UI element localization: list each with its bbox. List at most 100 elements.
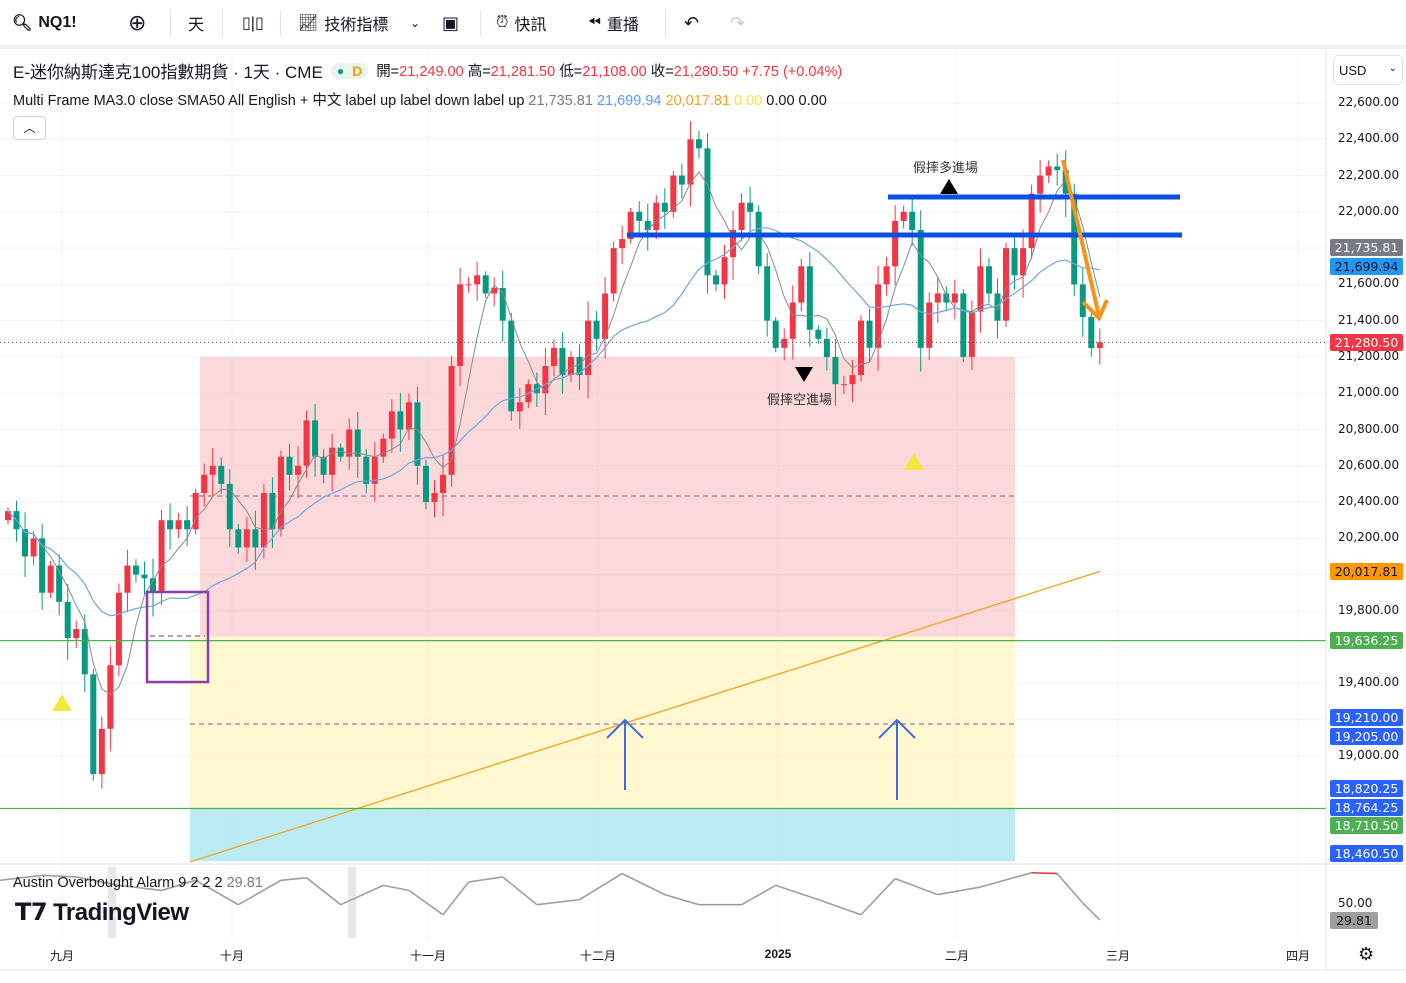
sell-marker-triangle [795, 367, 813, 382]
chart-type-button[interactable]: ▯|▯ [242, 10, 264, 36]
candle-body [755, 211, 762, 267]
candle-body [619, 239, 626, 249]
candle-body [1028, 193, 1035, 249]
candle-body [405, 402, 412, 430]
oscillator-line [42, 874, 77, 878]
candle-body [1003, 248, 1010, 321]
candle-body [209, 465, 216, 475]
currency-select[interactable]: USD ⌄ [1333, 55, 1403, 85]
oscillator-line [775, 884, 819, 901]
indicators-dropdown[interactable]: ⌄ [410, 10, 420, 36]
add-symbol-button[interactable]: ⊕ [128, 10, 146, 36]
candle-body [644, 220, 651, 230]
candle-body [286, 456, 293, 475]
candle-body [661, 202, 668, 212]
indicators-icon: 📈︎ [298, 15, 319, 32]
candle-body [132, 565, 139, 575]
oscillator-badge: 29.81 [1330, 912, 1378, 929]
candle-body [499, 288, 506, 321]
candle-body [346, 429, 353, 457]
candle-body [636, 211, 643, 221]
candle-body [764, 266, 771, 321]
oscillator-line [980, 871, 1032, 888]
time-label: 九月 [49, 949, 75, 963]
oscillator-tick: 50.00 [1338, 896, 1373, 910]
price-tick: 20,200.00 [1338, 530, 1400, 545]
oscillator-line [860, 878, 896, 916]
price-tick: 22,200.00 [1338, 167, 1400, 182]
open-value: 21,249.00 [399, 64, 464, 80]
oscillator-line [664, 893, 700, 906]
symbol-search-button[interactable]: 🔍︎ NQ1! [12, 10, 77, 36]
time-label: 2025 [764, 947, 792, 961]
candle-body [909, 211, 916, 230]
candle-body [388, 411, 395, 439]
settings-gear-icon[interactable]: ⚙︎ [1358, 944, 1375, 964]
candle-body [1045, 166, 1052, 176]
price-tick: 21,000.00 [1338, 385, 1400, 400]
replay-button[interactable]: ⏪︎ 重播 [588, 10, 639, 36]
candle-body [422, 465, 429, 503]
candle-body [363, 456, 370, 484]
undo-button[interactable]: ↶ [684, 10, 699, 36]
candle-body [687, 139, 694, 185]
candle-body [550, 347, 557, 367]
oscillator-line [621, 872, 666, 896]
candle-body [840, 384, 847, 386]
collapse-legend-button[interactable]: ︿ [13, 116, 46, 140]
fake-short-label: 假摔空進場 [767, 392, 833, 407]
time-label: 二月 [944, 949, 970, 963]
candle-body [167, 520, 174, 530]
candle-body [115, 592, 122, 666]
price-badge: 19,205.00 [1330, 728, 1403, 745]
currency-label: USD [1339, 63, 1367, 78]
candle-body [900, 211, 907, 221]
price-tick: 21,600.00 [1338, 276, 1400, 291]
buy-marker-triangle [940, 179, 958, 194]
candle-body [994, 293, 1001, 321]
tradingview-logo[interactable]: 𝗧𝟳 TradingView [15, 898, 189, 927]
candle-body [226, 483, 233, 530]
candle-body [576, 356, 583, 376]
candle-body [218, 465, 225, 484]
buy-signal-triangle [52, 694, 72, 711]
oscillator-line [741, 884, 777, 906]
oscillator-line [76, 876, 120, 887]
time-label: 四月 [1285, 949, 1311, 963]
indicator-name[interactable]: Multi Frame MA3.0 close SMA50 All Englis… [13, 93, 525, 109]
chevron-down-icon: ⌄ [410, 16, 421, 30]
candle-body [789, 302, 796, 339]
candle-body [823, 338, 830, 357]
candle-body [5, 511, 11, 521]
indicators-button[interactable]: 📈︎ 技術指標 [298, 10, 388, 36]
oscillator-line [536, 898, 580, 906]
interval-button[interactable]: 天 [188, 17, 205, 34]
market-status-badge: ● D [330, 62, 369, 79]
oscillator-name: Austin Overbought Alarm 9 2 2 2 [13, 875, 223, 891]
candle-body [277, 456, 284, 530]
fake-long-label: 假摔多進場 [913, 160, 979, 175]
chevron-down-icon: ⌄ [1388, 63, 1397, 74]
candle-body [448, 366, 455, 475]
candle-body [320, 456, 327, 475]
oscillator-bar [348, 866, 356, 938]
redo-button[interactable]: ↷ [730, 10, 745, 36]
price-badge: 18,764.25 [1330, 799, 1403, 816]
candle-body [866, 320, 873, 348]
candle-body [329, 447, 336, 475]
candle-body [312, 420, 319, 457]
alert-button[interactable]: ⏰︎ 快訊 [496, 10, 547, 36]
layout-button[interactable]: ▣ [442, 10, 459, 36]
candle-body [295, 465, 302, 475]
indicator-legend: Multi Frame MA3.0 close SMA50 All Englis… [13, 89, 827, 110]
oscillator-line [468, 876, 503, 883]
candle-body [516, 402, 523, 412]
candle-body [440, 474, 447, 493]
candle-body [960, 293, 967, 357]
up-arrow-head [878, 718, 916, 739]
price-badge: 19,210.00 [1330, 709, 1403, 726]
high-value: 21,281.50 [490, 64, 556, 80]
candle-body [90, 674, 97, 775]
candle-body [1020, 248, 1027, 276]
